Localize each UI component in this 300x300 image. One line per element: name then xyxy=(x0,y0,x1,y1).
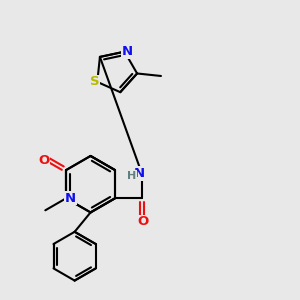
Text: H: H xyxy=(127,171,136,181)
Text: N: N xyxy=(133,167,144,180)
Text: O: O xyxy=(138,215,149,228)
Text: O: O xyxy=(38,154,50,167)
Text: N: N xyxy=(122,45,133,58)
Text: N: N xyxy=(65,192,76,205)
Text: S: S xyxy=(89,75,99,88)
